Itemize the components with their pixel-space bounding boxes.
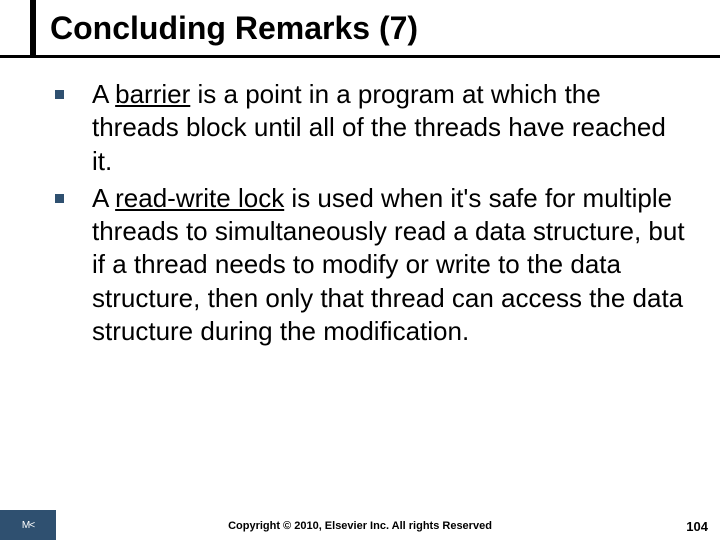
copyright-text: Copyright © 2010, Elsevier Inc. All righ… — [0, 520, 720, 532]
term: read-write lock — [115, 183, 284, 213]
title-horizontal-rule — [0, 55, 720, 58]
content-area: A barrier is a point in a program at whi… — [0, 60, 720, 348]
title-vertical-rule — [30, 0, 36, 55]
bullet-icon — [55, 194, 64, 203]
bullet-text: A read-write lock is used when it's safe… — [92, 182, 690, 348]
title-bar: Concluding Remarks (7) — [0, 0, 720, 60]
bullet-icon — [55, 90, 64, 99]
slide-title: Concluding Remarks (7) — [50, 10, 720, 47]
page-number: 104 — [686, 519, 708, 534]
term: barrier — [115, 79, 190, 109]
bullet-text: A barrier is a point in a program at whi… — [92, 78, 690, 178]
list-item: A read-write lock is used when it's safe… — [55, 182, 690, 348]
list-item: A barrier is a point in a program at whi… — [55, 78, 690, 178]
footer: M< Copyright © 2010, Elsevier Inc. All r… — [0, 510, 720, 540]
